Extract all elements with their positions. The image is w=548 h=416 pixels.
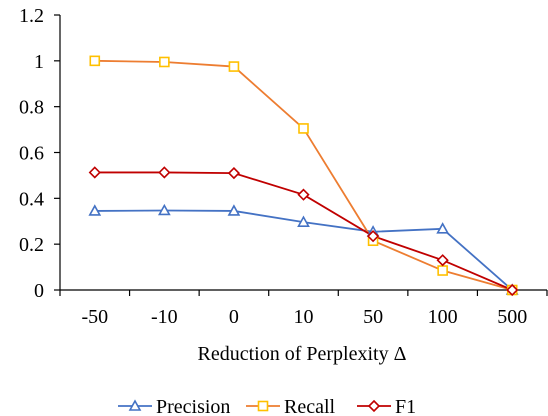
y-axis-ticks: 0 0.2 0.4 0.6 0.8 1 1.2	[19, 5, 60, 302]
series-lines	[94, 59, 513, 291]
legend-item-precision: Precision	[118, 396, 230, 416]
x-tick-label: 10	[294, 306, 314, 328]
series-markers	[88, 55, 519, 297]
x-tick-label: -50	[81, 306, 108, 328]
data-point-recall	[159, 56, 170, 68]
plot-area: 0 0.2 0.4 0.6 0.8 1 1.2 -50 -10 0 10 50 100 500	[19, 5, 548, 328]
data-point-f1	[158, 166, 171, 179]
data-point-precision	[88, 204, 102, 216]
x-tick-label: 50	[363, 306, 383, 328]
x-tick-label: -10	[151, 306, 178, 328]
legend-marker	[128, 399, 142, 411]
x-tick-label: 0	[229, 306, 239, 328]
x-tick-label: 100	[428, 306, 458, 328]
data-point-f1	[436, 254, 449, 267]
data-point-f1	[366, 230, 380, 243]
x-axis-title: Reduction of Perplexity Δ	[198, 343, 407, 365]
series-line-recall	[94, 59, 513, 291]
y-tick-label: 0.8	[19, 97, 44, 119]
y-tick-label: 1	[34, 51, 44, 73]
legend-marker	[367, 399, 381, 413]
data-point-f1	[297, 188, 310, 201]
x-tick-label: 500	[497, 306, 527, 328]
legend-label: F1	[395, 396, 416, 416]
y-tick-label: 0.2	[19, 234, 44, 256]
legend-item-f1: F1	[357, 396, 416, 416]
data-point-f1	[227, 166, 241, 180]
data-point-f1	[88, 166, 101, 179]
y-tick-label: 1.2	[19, 5, 44, 27]
data-point-precision	[297, 215, 310, 227]
y-tick-label: 0	[34, 280, 44, 302]
data-point-f1	[506, 283, 519, 297]
data-point-precision	[157, 203, 171, 216]
data-point-precision	[436, 222, 450, 234]
data-point-recall	[298, 123, 309, 134]
data-point-precision	[227, 204, 241, 216]
legend-label: Precision	[156, 396, 230, 416]
legend-marker	[257, 400, 269, 412]
data-point-recall	[228, 61, 240, 72]
data-point-recall	[437, 265, 448, 276]
legend-item-recall: Recall	[246, 396, 336, 416]
data-point-recall	[89, 55, 101, 67]
legend: Precision Recall F1	[118, 396, 416, 416]
x-axis-ticks: -50 -10 0 10 50 100 500	[59, 290, 548, 328]
y-tick-label: 0.6	[19, 143, 44, 165]
legend-label: Recall	[284, 396, 336, 416]
y-tick-label: 0.4	[19, 188, 44, 210]
